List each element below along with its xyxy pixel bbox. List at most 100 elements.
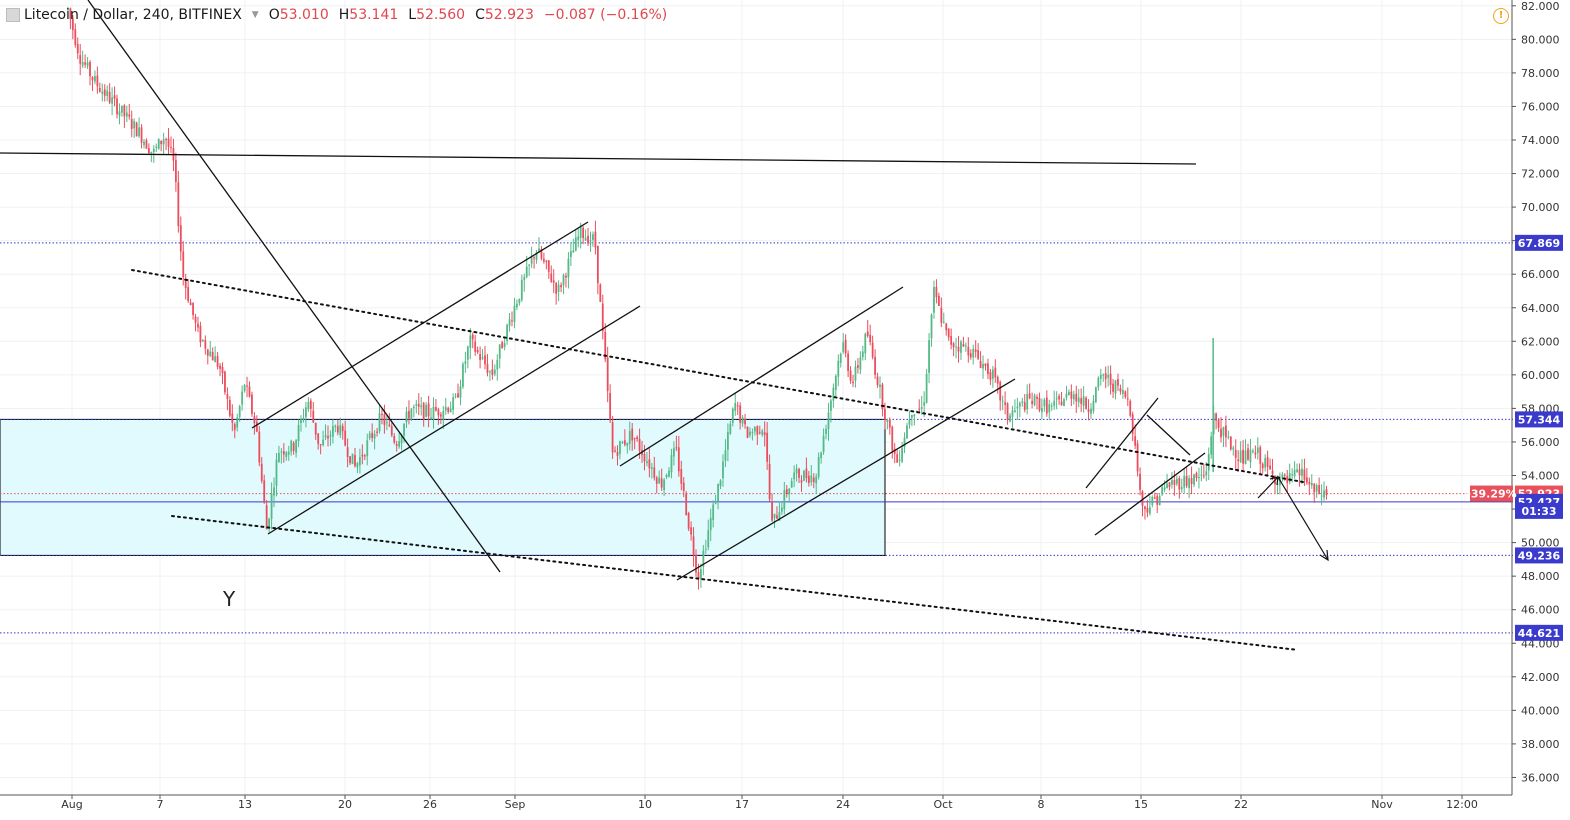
- candle-body: [896, 454, 899, 463]
- candle-body: [552, 280, 555, 283]
- candle-body: [71, 18, 74, 31]
- candle-body: [957, 346, 960, 352]
- candle-body: [653, 467, 656, 478]
- candle-body: [1134, 436, 1137, 446]
- candle-body: [211, 351, 214, 361]
- high-value: 53.141: [349, 7, 399, 23]
- candle-body: [258, 431, 261, 463]
- candle-body: [584, 237, 587, 241]
- candle-body: [1220, 428, 1222, 438]
- candle-body: [945, 323, 948, 331]
- candle-body: [1158, 496, 1161, 506]
- candle-body: [89, 61, 91, 77]
- candle-body: [886, 420, 889, 422]
- candle-body: [891, 426, 894, 451]
- candle-body: [457, 393, 459, 398]
- candle-body: [408, 410, 410, 419]
- candle-body: [901, 447, 903, 462]
- candle-body: [123, 105, 126, 117]
- candle-body: [1026, 394, 1029, 410]
- candle-body: [1009, 415, 1011, 422]
- candle-body: [1006, 403, 1009, 421]
- candle-body: [758, 432, 761, 434]
- candle-body: [231, 413, 234, 423]
- close-value: 52.923: [484, 7, 534, 23]
- candle-body: [952, 343, 955, 348]
- candle-body: [1117, 379, 1119, 386]
- candle-body: [1323, 490, 1325, 498]
- candle-body: [545, 260, 548, 262]
- trend-drawings: [0, 0, 1329, 651]
- candle-body: [542, 258, 545, 262]
- candle-body: [1215, 413, 1218, 421]
- candle-body: [776, 515, 778, 519]
- candle-body: [749, 431, 751, 436]
- candle-body: [1234, 449, 1237, 458]
- candle-body: [187, 287, 190, 301]
- candle-body: [574, 237, 577, 251]
- low-label: L: [408, 7, 417, 23]
- candle-body: [795, 468, 798, 474]
- candle-body: [609, 392, 612, 421]
- candle-body: [341, 426, 344, 432]
- candle-body: [834, 375, 837, 390]
- candle-body: [1058, 396, 1060, 400]
- candle-body: [1036, 396, 1038, 399]
- candle-body: [130, 118, 133, 130]
- candle-body: [864, 333, 867, 354]
- candle-body: [817, 457, 820, 477]
- candle-body: [665, 474, 668, 478]
- support-zone: [0, 418, 886, 556]
- candle-body: [295, 440, 298, 453]
- candle-body: [1087, 409, 1090, 413]
- candle-body: [314, 422, 317, 435]
- candle-body: [94, 76, 96, 82]
- candle-body: [1261, 463, 1264, 469]
- chevron-down-icon[interactable]: ▼: [251, 10, 259, 20]
- candle-body: [984, 363, 987, 367]
- alert-icon[interactable]: !: [1493, 8, 1509, 24]
- candle-body: [1004, 402, 1007, 405]
- candle-body: [511, 320, 513, 322]
- candle-body: [241, 391, 244, 405]
- candle-body: [655, 477, 658, 484]
- candle-body: [287, 451, 290, 455]
- candle-body: [977, 349, 980, 359]
- candle-body: [1178, 478, 1181, 490]
- candle-body: [989, 372, 992, 380]
- trendline: [251, 221, 589, 429]
- trendline: [1094, 452, 1206, 536]
- candle-body: [260, 463, 263, 481]
- candle-body: [1153, 497, 1156, 499]
- candle-body: [346, 447, 349, 457]
- candle-body: [201, 340, 204, 342]
- candle-body: [116, 98, 118, 115]
- candle-body: [1146, 508, 1149, 513]
- candle-body: [464, 361, 467, 364]
- price-tick-label: 56.000: [1521, 436, 1560, 449]
- trendline: [87, 0, 501, 573]
- candle-body: [913, 414, 916, 417]
- price-tick-label: 60.000: [1521, 369, 1560, 382]
- candle-body: [366, 440, 369, 457]
- candle-body: [157, 139, 160, 149]
- candle-body: [368, 433, 371, 439]
- time-tick-label: 20: [338, 798, 352, 811]
- symbol-title[interactable]: Litecoin / Dollar, 240, BITFINEX: [24, 7, 242, 23]
- candle-body: [528, 264, 531, 266]
- candle-body: [1109, 373, 1112, 385]
- candle-body: [533, 257, 535, 259]
- candle-body: [204, 340, 207, 349]
- candle-body: [714, 503, 717, 505]
- candle-body: [1320, 495, 1323, 497]
- candle-body: [447, 407, 450, 412]
- candle-body: [405, 411, 408, 423]
- candle-body: [118, 111, 121, 116]
- candle-body: [106, 90, 109, 96]
- candle-body: [918, 408, 921, 410]
- candle-body: [282, 451, 285, 455]
- candle-body: [486, 364, 489, 373]
- candle-body: [1124, 391, 1127, 397]
- candle-body: [324, 435, 327, 438]
